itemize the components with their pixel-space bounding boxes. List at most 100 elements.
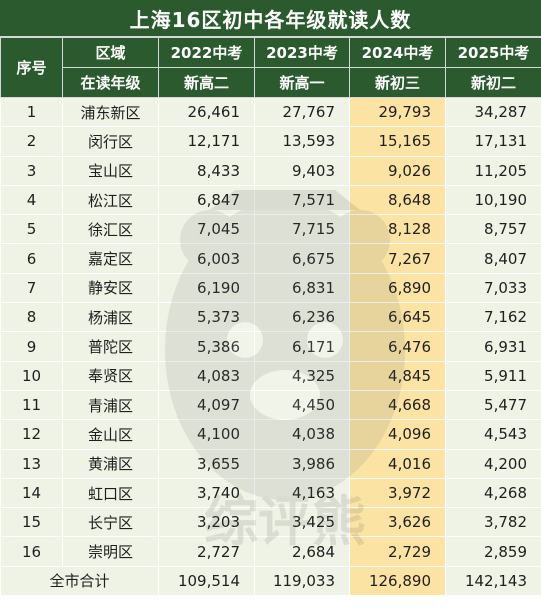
value-cell: 3,425 (254, 507, 350, 538)
region-header: 区域 (62, 37, 159, 68)
value-cell: 3,203 (158, 507, 255, 538)
year-header: 2022中考 (158, 37, 255, 68)
district-cell: 宝山区 (62, 155, 159, 186)
value-cell: 6,236 (254, 302, 350, 333)
table-row: 11 青浦区 4,097 4,450 4,668 5,477 (0, 389, 541, 421)
district-cell: 松江区 (62, 184, 159, 216)
value-cell: 13,593 (254, 126, 350, 157)
value-cell: 7,715 (254, 214, 350, 245)
value-cell: 7,571 (254, 184, 350, 216)
value-cell: 4,668 (349, 389, 446, 421)
value-cell: 2,859 (445, 536, 541, 567)
seq-cell: 9 (0, 331, 63, 362)
value-cell: 4,543 (445, 419, 541, 450)
value-cell: 3,986 (254, 448, 350, 479)
value-cell: 3,655 (158, 448, 255, 479)
grade-header: 新高一 (254, 67, 350, 98)
table-body: 1 浦东新区 26,461 27,767 29,793 34,287 2 闵行区 12,171 1… (0, 96, 541, 567)
seq-cell: 4 (0, 184, 63, 216)
header-row-grades: 在读年级 新高二 新高一 新初三 新初二 (1, 67, 541, 98)
total-label: 全市合计 (0, 565, 159, 597)
seq-cell: 6 (0, 243, 63, 274)
value-cell: 9,026 (349, 155, 446, 186)
value-cell: 4,016 (349, 448, 446, 479)
value-cell: 8,128 (349, 214, 446, 245)
value-cell: 2,727 (158, 536, 255, 567)
value-cell: 7,162 (445, 302, 541, 333)
value-cell: 3,972 (349, 477, 446, 509)
table-title: 上海16区初中各年级就读人数 (0, 0, 541, 37)
value-cell: 6,931 (445, 331, 541, 362)
district-cell: 杨浦区 (62, 302, 159, 333)
seq-header: 序号 (0, 37, 63, 98)
value-cell: 4,097 (158, 389, 255, 421)
table-row: 7 静安区 6,190 6,831 6,890 7,033 (0, 272, 541, 304)
district-cell: 嘉定区 (62, 243, 159, 274)
enrollment-table: 序号 区域 2022中考 2023中考 2024中考 2025中考 在读年级 新… (0, 37, 541, 597)
district-cell: 浦东新区 (62, 96, 159, 128)
value-cell: 7,045 (158, 214, 255, 245)
seq-cell: 1 (0, 96, 63, 128)
value-cell: 6,847 (158, 184, 255, 216)
value-cell: 2,684 (254, 536, 350, 567)
value-cell: 3,782 (445, 507, 541, 538)
value-cell: 10,190 (445, 184, 541, 216)
value-cell: 4,100 (158, 419, 255, 450)
table-row: 16 崇明区 2,727 2,684 2,729 2,859 (0, 536, 541, 567)
seq-cell: 14 (0, 477, 63, 509)
seq-cell: 15 (0, 507, 63, 538)
table-row: 1 浦东新区 26,461 27,767 29,793 34,287 (0, 96, 541, 128)
value-cell: 3,626 (349, 507, 446, 538)
value-cell: 8,648 (349, 184, 446, 216)
value-cell: 3,740 (158, 477, 255, 509)
value-cell: 12,171 (158, 126, 255, 157)
value-cell: 11,205 (445, 155, 541, 186)
value-cell: 6,645 (349, 302, 446, 333)
table-row: 2 闵行区 12,171 13,593 15,165 17,131 (0, 126, 541, 157)
seq-cell: 10 (0, 360, 63, 391)
value-cell: 6,476 (349, 331, 446, 362)
value-cell: 8,757 (445, 214, 541, 245)
district-cell: 徐汇区 (62, 214, 159, 245)
seq-cell: 13 (0, 448, 63, 479)
table-row: 9 普陀区 5,386 6,171 6,476 6,931 (0, 331, 541, 362)
grade-header: 新初三 (349, 67, 446, 98)
seq-cell: 2 (0, 126, 63, 157)
grade-label-header: 在读年级 (62, 67, 159, 98)
value-cell: 9,403 (254, 155, 350, 186)
total-cell: 142,143 (445, 565, 541, 597)
value-cell: 5,911 (445, 360, 541, 391)
seq-cell: 11 (0, 389, 63, 421)
value-cell: 26,461 (158, 96, 255, 128)
value-cell: 7,033 (445, 272, 541, 304)
value-cell: 6,890 (349, 272, 446, 304)
value-cell: 7,267 (349, 243, 446, 274)
value-cell: 34,287 (445, 96, 541, 128)
total-cell: 109,514 (158, 565, 255, 597)
value-cell: 5,477 (445, 389, 541, 421)
table-row: 10 奉贤区 4,083 4,325 4,845 5,911 (0, 360, 541, 391)
year-header: 2023中考 (254, 37, 350, 68)
value-cell: 4,845 (349, 360, 446, 391)
value-cell: 4,200 (445, 448, 541, 479)
value-cell: 4,096 (349, 419, 446, 450)
table-row: 4 松江区 6,847 7,571 8,648 10,190 (0, 184, 541, 216)
grade-header: 新初二 (445, 67, 541, 98)
seq-cell: 8 (0, 302, 63, 333)
district-cell: 长宁区 (62, 507, 159, 538)
year-header: 2024中考 (349, 37, 446, 68)
value-cell: 4,038 (254, 419, 350, 450)
value-cell: 6,190 (158, 272, 255, 304)
value-cell: 4,268 (445, 477, 541, 509)
table-row: 12 金山区 4,100 4,038 4,096 4,543 (0, 419, 541, 450)
value-cell: 5,373 (158, 302, 255, 333)
district-cell: 青浦区 (62, 389, 159, 421)
value-cell: 2,729 (349, 536, 446, 567)
total-row: 全市合计 109,514 119,033 126,890 142,143 (0, 565, 541, 597)
value-cell: 29,793 (349, 96, 446, 128)
value-cell: 4,325 (254, 360, 350, 391)
seq-cell: 16 (0, 536, 63, 567)
value-cell: 6,171 (254, 331, 350, 362)
value-cell: 4,163 (254, 477, 350, 509)
